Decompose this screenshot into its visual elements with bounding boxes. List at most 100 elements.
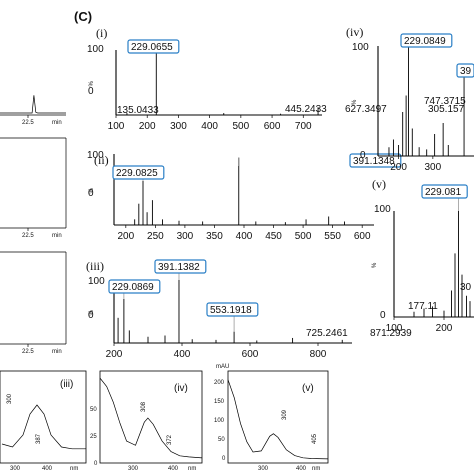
uv-iii-tick-400: 400 [42,466,53,472]
chrom-2-unit: min [52,233,62,239]
ms-iii-callout-box [154,259,207,274]
ms-ii-callout-box [349,153,402,168]
ms-v-label: (v) [372,177,386,191]
ms-iii-label: (iii) [86,259,104,273]
ms-v-ylabel: % [372,262,378,268]
ms-iv-xtick-label-300: 300 [425,162,442,173]
ms-i-xtick-label-400: 400 [201,121,218,132]
uv-v-ytick-200: 200 [214,380,225,386]
ms-iii-peak-label: 725.2461 [306,328,348,339]
ms-iii-callout-box [206,302,259,317]
ms-ii-peak-label: 391.1348 [353,156,395,167]
chromatogram-2: 22.5 min [0,137,67,239]
chromatogram-3: 22.5 min [0,251,67,355]
ms-i-peak-label: 627.3497 [345,104,387,115]
ms-ii-xtick-label-250: 250 [147,231,164,242]
ms-ii-xtick-label-450: 450 [265,231,282,242]
ms-i-peak-label: 229.0655 [131,42,173,53]
uv-v-tick-400: 400 [296,466,307,472]
uv-v-annotation-405: 405 [312,433,318,444]
ms-i-peak-label: 135.0433 [117,105,159,116]
uv-v-ytick-50: 50 [218,437,225,443]
ms-v-ytick-100: 100 [374,204,391,215]
uv-iii-annotation-387: 387 [36,433,42,444]
ms-i-xtick-label-100: 100 [108,121,125,132]
ms-ii-xtick-label-300: 300 [177,231,194,242]
ms-ii-xtick-label-350: 350 [206,231,223,242]
ms-iii-xtick-label-200: 200 [106,349,123,360]
uv-iv-ytick-50: 50 [90,407,97,413]
uv-iv-annotation-372: 372 [167,434,173,445]
ms-ii-ytick-100: 100 [87,150,104,161]
ms-iii-peak-label: 871.2939 [370,328,412,339]
ms-i-ytick-0: 0 [88,86,94,97]
ms-v-peak-label: 177.11 [408,301,438,312]
uv-iv-tick-300: 300 [128,466,139,472]
ms-i-callout-box [127,39,180,54]
ms-iv-ytick-0: 0 [360,150,366,161]
uv-iii-panel-label: (iii) [60,379,73,390]
ms-ii-xtick-label-550: 550 [324,231,341,242]
uv-spectrum-iv: (iv) 50 25 0 300 400 nm 308 372 [90,370,203,472]
ms-iii-xtick-label-800: 800 [310,349,327,360]
uv-iv-unit: nm [188,466,196,472]
ms-ii-xtick-label-400: 400 [236,231,253,242]
chrom-2-tick-label: 22.5 [22,233,34,239]
ms-v-ytick-0: 0 [380,310,386,321]
ms-iii-peak-label: 391.1382 [158,262,200,273]
chromatogram-1: 22.5 min [0,95,66,126]
chrom-3-tick-label: 22.5 [22,349,34,355]
uv-iv-trace [99,377,203,459]
uv-iii-unit: nm [70,466,78,472]
ms-i-peak-label: 445.2433 [285,104,327,115]
uv-spectrum-v: mAU (v) 200 150 100 50 0 300 400 nm 309 … [214,364,329,472]
uv-v-frame [227,370,329,464]
uv-iv-frame [99,370,203,464]
ms-iii-peak-label: 553.1918 [210,305,252,316]
uv-iii-trace [1,404,86,450]
uv-iv-panel-label: (iv) [174,383,188,394]
chrom-1-unit: min [52,120,62,126]
ms-i-label: (i) [96,26,107,40]
ms-ii-ylabel: % [89,188,95,194]
ms-i-xtick-label-500: 500 [233,121,250,132]
ms-iv-peak-label: 305.157 [428,104,465,115]
ms-iii-xtick-label-600: 600 [242,349,259,360]
ms-i-peak-label: 747.3715 [424,96,466,107]
ms-iv-callout-box [456,63,474,78]
ms-iv-panel: (iv) 100 0% 200 300 229.0849 39 305.157 [346,25,474,173]
ms-ii-xtick-label-600: 600 [354,231,371,242]
ms-v-callout-box [421,184,468,199]
ms-ii-callout-box [112,165,165,180]
uv-iv-ytick-25: 25 [90,434,97,440]
ms-iii-ylabel: % [89,310,95,316]
ms-ii-ytick-0: 0 [88,188,94,199]
uv-v-unit-y: mAU [216,364,229,370]
ms-i-panel: (i) 100 0% 100 200 300 400 500 600 700 229.0655 135… [87,26,466,132]
uv-v-tick-300: 300 [258,466,269,472]
ms-iv-label: (iv) [346,25,363,39]
ms-v-xtick-label-200: 200 [436,323,453,334]
uv-spectrum-iii: (iii) 300 400 nm 300 387 [0,370,87,472]
mass-spectra: (i) 100 0% 100 200 300 400 500 600 700 229.0655 135… [86,25,474,360]
chrom-1-trace [0,95,66,114]
ms-ii-label: (ii) [94,153,109,167]
ms-i-xtick-label-700: 700 [295,121,312,132]
ms-iv-xtick-label-200: 200 [390,162,407,173]
ms-i-ylabel: % [89,81,95,87]
ms-iv-peak-label: 229.0849 [404,36,446,47]
uv-v-ytick-0: 0 [222,456,226,462]
ms-iii-ytick-0: 0 [88,310,94,321]
ms-v-peak-label: 229.081 [425,187,462,198]
uv-v-annotation-309: 309 [282,409,288,420]
ms-i-ytick-100: 100 [87,44,104,55]
ms-ii-xtick-label-500: 500 [295,231,312,242]
ms-i-xtick-label-600: 600 [264,121,281,132]
ms-iv-callout-box [400,33,453,48]
uv-v-ytick-150: 150 [214,399,225,405]
uv-iv-ytick-0: 0 [94,461,98,467]
